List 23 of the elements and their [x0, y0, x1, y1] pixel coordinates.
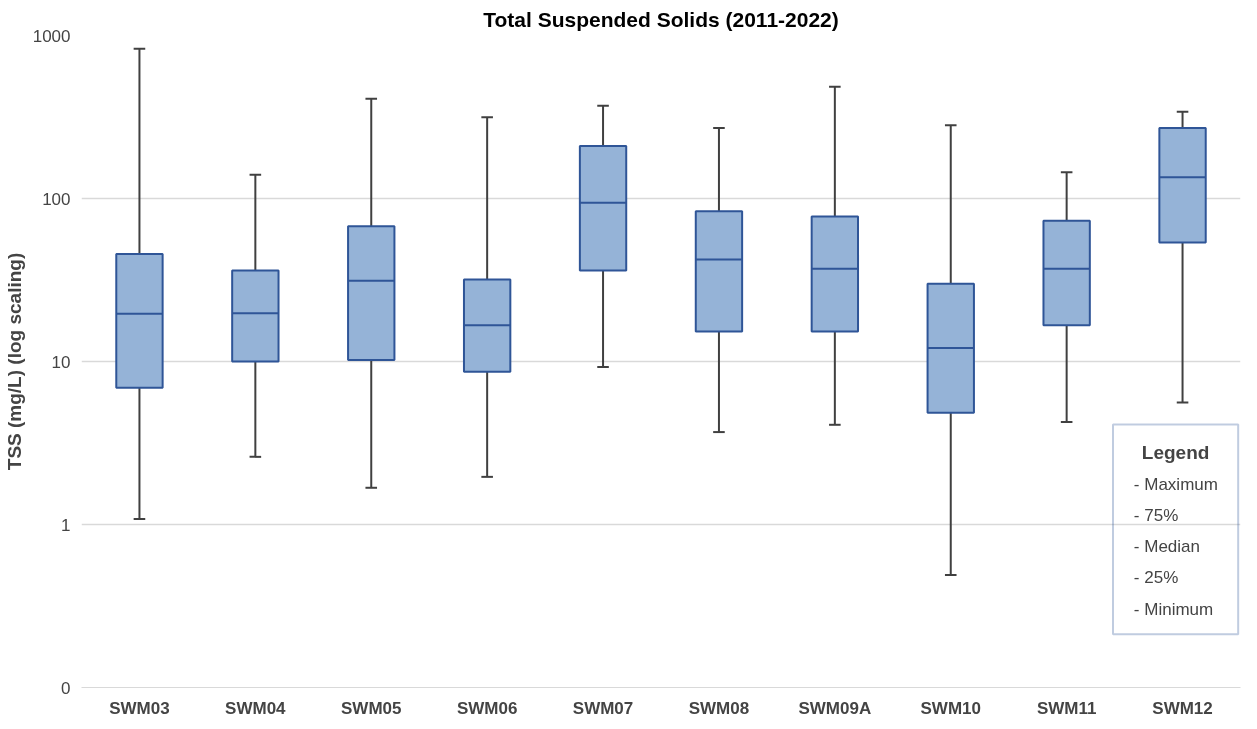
- annotation: - Minimum: [1133, 599, 1214, 619]
- y-tick-label: 1: [61, 515, 71, 535]
- x-tick-label: SWM08: [688, 698, 750, 718]
- y-tick-label: 0: [61, 678, 71, 698]
- x-tick-label: SWM11: [1036, 698, 1097, 718]
- annotation: - Maximum: [1133, 474, 1218, 494]
- annotation: - Median: [1133, 537, 1201, 557]
- chart-title: Total Suspended Solids (2011-2022): [483, 7, 839, 31]
- x-tick-label: SWM10: [920, 698, 981, 718]
- x-tick-label: SWM03: [109, 698, 170, 718]
- y-tick-label: 100: [42, 189, 71, 209]
- annotation: - 25%: [1133, 568, 1179, 588]
- x-tick-label: SWM04: [225, 698, 287, 718]
- x-tick-label: SWM09A: [798, 698, 872, 718]
- annotation: Legend: [1141, 442, 1210, 464]
- y-tick-label: 1000: [32, 26, 71, 46]
- x-tick-label: SWM12: [1152, 698, 1213, 718]
- annotation: - 75%: [1133, 505, 1179, 525]
- x-tick-label: SWM06: [456, 698, 518, 718]
- x-tick-label: SWM07: [572, 698, 634, 718]
- x-tick-label: SWM05: [341, 698, 402, 718]
- y-tick-label: 10: [51, 352, 71, 372]
- y-axis-title: TSS (mg/L) (log scaling): [3, 252, 25, 471]
